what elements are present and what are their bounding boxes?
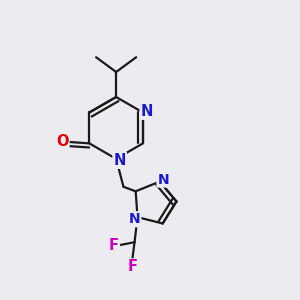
- Text: O: O: [56, 134, 68, 149]
- Text: N: N: [158, 172, 169, 187]
- Text: N: N: [113, 153, 126, 168]
- Text: N: N: [129, 212, 140, 226]
- Text: F: F: [109, 238, 119, 253]
- Text: N: N: [141, 104, 153, 119]
- Text: F: F: [127, 260, 137, 274]
